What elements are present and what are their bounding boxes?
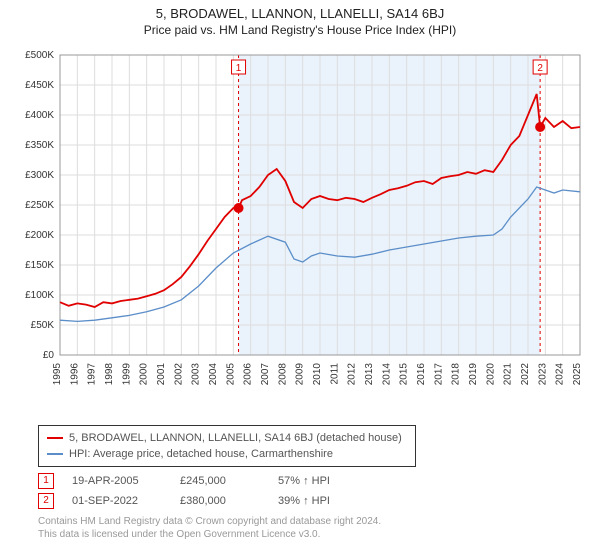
svg-text:£100K: £100K xyxy=(25,290,54,301)
svg-text:2007: 2007 xyxy=(260,363,271,386)
svg-text:2021: 2021 xyxy=(503,363,514,386)
event-row: 1 19-APR-2005 £245,000 57% ↑ HPI xyxy=(38,473,600,489)
event-date: 19-APR-2005 xyxy=(72,475,162,487)
footer-attribution: Contains HM Land Registry data © Crown c… xyxy=(38,515,600,541)
svg-text:2001: 2001 xyxy=(156,363,167,386)
svg-text:£300K: £300K xyxy=(25,170,54,181)
event-date: 01-SEP-2022 xyxy=(72,495,162,507)
svg-text:2016: 2016 xyxy=(416,363,427,386)
legend-label: HPI: Average price, detached house, Carm… xyxy=(69,446,333,462)
svg-text:£50K: £50K xyxy=(31,320,55,331)
legend: 5, BRODAWEL, LLANNON, LLANELLI, SA14 6BJ… xyxy=(38,425,416,467)
svg-text:2019: 2019 xyxy=(468,363,479,386)
svg-text:2024: 2024 xyxy=(555,363,566,386)
svg-text:2023: 2023 xyxy=(537,363,548,386)
event-price: £380,000 xyxy=(180,495,260,507)
svg-text:2005: 2005 xyxy=(225,363,236,386)
svg-text:2000: 2000 xyxy=(139,363,150,386)
chart-title-block: 5, BRODAWEL, LLANNON, LLANELLI, SA14 6BJ… xyxy=(0,0,600,39)
svg-text:2008: 2008 xyxy=(277,363,288,386)
svg-text:2011: 2011 xyxy=(329,363,340,385)
svg-text:1995: 1995 xyxy=(52,363,63,386)
event-list: 1 19-APR-2005 £245,000 57% ↑ HPI 2 01-SE… xyxy=(38,473,600,509)
svg-text:2013: 2013 xyxy=(364,363,375,386)
svg-text:2004: 2004 xyxy=(208,363,219,386)
svg-text:£150K: £150K xyxy=(25,260,54,271)
svg-text:2: 2 xyxy=(537,63,543,74)
svg-text:2015: 2015 xyxy=(399,363,410,386)
svg-text:1: 1 xyxy=(236,63,242,74)
svg-text:£0: £0 xyxy=(43,350,55,361)
svg-text:2020: 2020 xyxy=(485,363,496,386)
svg-text:£400K: £400K xyxy=(25,110,54,121)
svg-text:1997: 1997 xyxy=(87,363,98,386)
chart-title: 5, BRODAWEL, LLANNON, LLANELLI, SA14 6BJ xyxy=(0,6,600,21)
chart-area: £0 £50K £100K £150K £200K £250K £300K £350K £400… xyxy=(0,39,600,419)
svg-text:2003: 2003 xyxy=(191,363,202,386)
svg-text:2006: 2006 xyxy=(243,363,254,386)
chart-subtitle: Price paid vs. HM Land Registry's House … xyxy=(0,23,600,37)
footer-line: This data is licensed under the Open Gov… xyxy=(38,528,600,541)
svg-text:1999: 1999 xyxy=(121,363,132,386)
legend-swatch xyxy=(47,437,63,439)
svg-text:£350K: £350K xyxy=(25,140,54,151)
svg-text:1998: 1998 xyxy=(104,363,115,386)
svg-text:£200K: £200K xyxy=(25,230,54,241)
svg-text:2012: 2012 xyxy=(347,363,358,386)
svg-text:1996: 1996 xyxy=(69,363,80,386)
event-price: £245,000 xyxy=(180,475,260,487)
event-pct: 39% ↑ HPI xyxy=(278,495,330,507)
svg-text:2025: 2025 xyxy=(572,363,583,386)
line-chart: £0 £50K £100K £150K £200K £250K £300K £350K £400… xyxy=(0,39,600,419)
svg-text:£450K: £450K xyxy=(25,80,54,91)
legend-swatch xyxy=(47,453,63,455)
event-marker-icon: 2 xyxy=(38,493,54,509)
legend-label: 5, BRODAWEL, LLANNON, LLANELLI, SA14 6BJ… xyxy=(69,430,402,446)
event-marker-icon: 1 xyxy=(38,473,54,489)
legend-row: HPI: Average price, detached house, Carm… xyxy=(47,446,407,462)
svg-text:£500K: £500K xyxy=(25,50,54,61)
event-pct: 57% ↑ HPI xyxy=(278,475,330,487)
svg-text:2017: 2017 xyxy=(433,363,444,386)
event-row: 2 01-SEP-2022 £380,000 39% ↑ HPI xyxy=(38,493,600,509)
footer-line: Contains HM Land Registry data © Crown c… xyxy=(38,515,600,528)
svg-text:2010: 2010 xyxy=(312,363,323,386)
legend-row: 5, BRODAWEL, LLANNON, LLANELLI, SA14 6BJ… xyxy=(47,430,407,446)
svg-text:2018: 2018 xyxy=(451,363,462,386)
svg-text:2014: 2014 xyxy=(381,363,392,386)
svg-text:2009: 2009 xyxy=(295,363,306,386)
svg-text:2022: 2022 xyxy=(520,363,531,386)
svg-text:£250K: £250K xyxy=(25,200,54,211)
svg-text:2002: 2002 xyxy=(173,363,184,386)
